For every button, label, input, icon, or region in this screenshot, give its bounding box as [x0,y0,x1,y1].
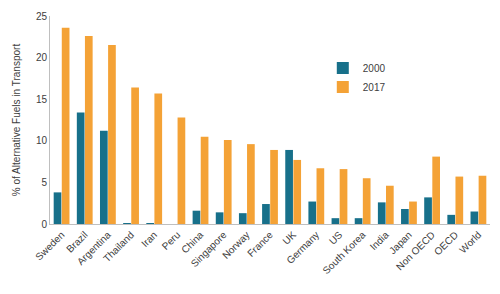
svg-text:Japan: Japan [387,229,414,256]
svg-text:5: 5 [41,177,47,188]
svg-text:% of Alternative Fuels in Tran: % of Alternative Fuels in Transport [11,44,22,197]
svg-text:US: US [327,229,345,247]
svg-text:20: 20 [36,52,48,63]
svg-text:Brazil: Brazil [64,229,89,254]
svg-text:Germany: Germany [284,229,321,266]
svg-text:2000: 2000 [363,63,386,74]
svg-text:China: China [179,229,206,256]
svg-text:0: 0 [41,219,47,230]
svg-text:South Korea: South Korea [320,229,367,276]
svg-text:Peru: Peru [160,229,183,252]
svg-text:25: 25 [36,11,48,22]
svg-text:OECD: OECD [432,229,460,257]
svg-text:Iran: Iran [139,229,159,249]
svg-text:Thailand: Thailand [101,229,136,264]
svg-text:Singapore: Singapore [189,229,229,269]
svg-text:Non OECD: Non OECD [394,229,437,272]
svg-text:Norway: Norway [220,229,252,261]
svg-text:2017: 2017 [363,82,386,93]
svg-text:Sweden: Sweden [33,229,66,262]
svg-text:World: World [457,229,483,255]
svg-text:UK: UK [280,229,298,247]
svg-text:10: 10 [36,135,48,146]
svg-text:India: India [368,229,391,252]
svg-text:Argentina: Argentina [75,229,113,267]
svg-text:France: France [245,229,275,259]
svg-text:15: 15 [36,94,48,105]
